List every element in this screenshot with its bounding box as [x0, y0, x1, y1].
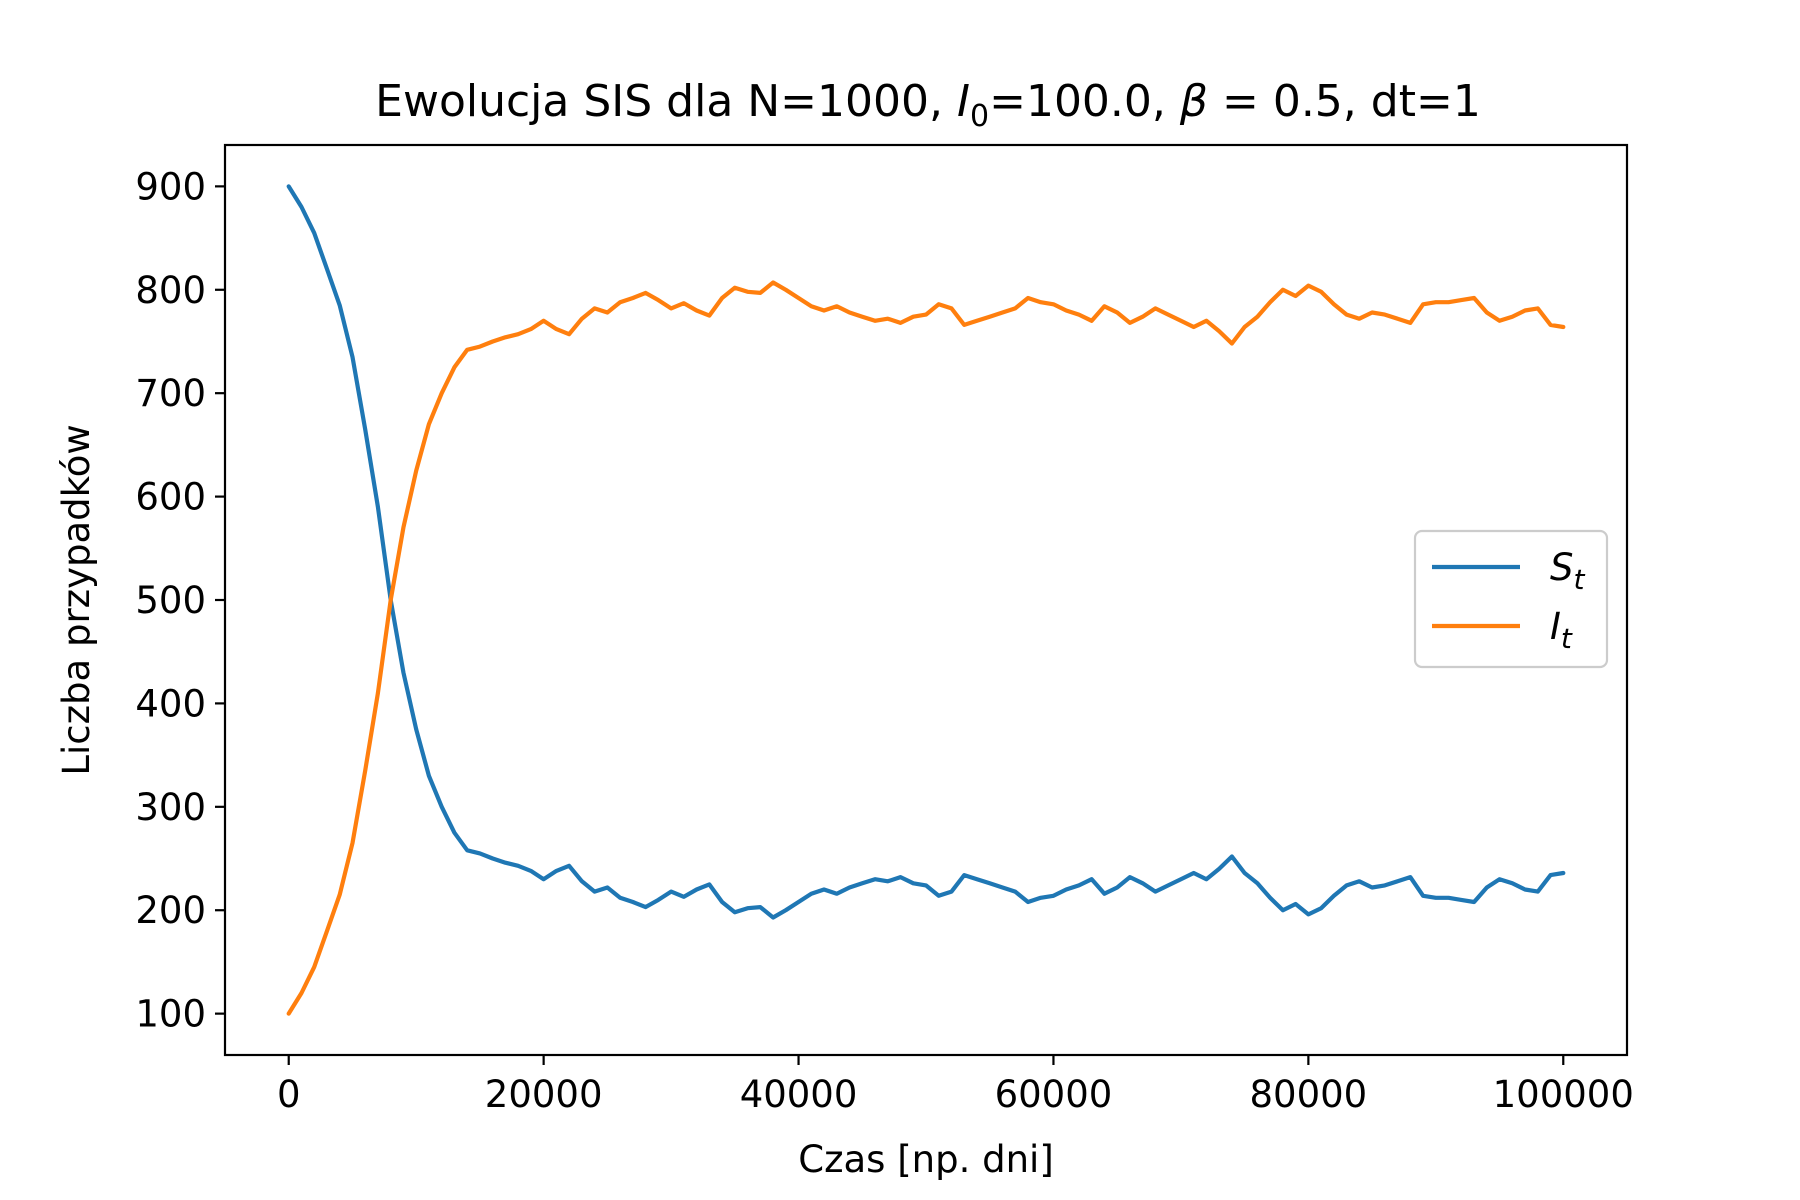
chart-title: Ewolucja SIS dla N=1000, I0=100.0, β = 0…	[375, 76, 1481, 134]
legend-i-symbol: I	[1550, 605, 1561, 648]
plot-lines	[286, 184, 1566, 1016]
y-tick-label: 900	[135, 165, 206, 208]
y-axis-ticks: 100 200 300 400 500 600 700 800 900	[135, 165, 225, 1036]
series-line-i	[286, 280, 1566, 1016]
y-tick-label: 400	[135, 682, 206, 725]
title-i0-value: =100.0,	[989, 76, 1180, 127]
y-tick-label: 800	[135, 269, 206, 312]
title-beta-symbol: β	[1179, 76, 1208, 127]
title-i0-subscript: 0	[970, 99, 989, 134]
x-tick-label: 60000	[995, 1073, 1113, 1116]
y-tick-label: 700	[135, 372, 206, 415]
title-prefix: Ewolucja SIS dla N=1000,	[375, 76, 957, 127]
y-tick-label: 300	[135, 786, 206, 829]
legend-label-s: St	[1550, 546, 1586, 596]
series-line-s	[286, 184, 1566, 920]
legend: St It	[1413, 529, 1609, 669]
x-tick-label: 80000	[1250, 1073, 1368, 1116]
x-tick-label: 0	[277, 1073, 301, 1116]
x-axis-label: Czas [np. dni]	[798, 1138, 1054, 1181]
title-beta-value: = 0.5, dt=1	[1208, 76, 1481, 127]
x-tick-label: 100000	[1493, 1073, 1634, 1116]
x-tick-label: 40000	[740, 1073, 858, 1116]
legend-label-i: It	[1550, 605, 1573, 655]
y-tick-label: 600	[135, 476, 206, 519]
legend-s-subscript: t	[1574, 563, 1586, 596]
title-i0-symbol: I	[957, 76, 970, 127]
legend-i-subscript: t	[1561, 622, 1573, 655]
y-tick-label: 500	[135, 579, 206, 622]
x-axis-ticks: 0 20000 40000 60000 80000 100000	[277, 1055, 1634, 1116]
x-tick-label: 20000	[485, 1073, 603, 1116]
legend-box	[1413, 529, 1609, 669]
legend-s-symbol: S	[1550, 546, 1574, 589]
y-tick-label: 200	[135, 889, 206, 932]
y-axis-label: Liczba przypadków	[55, 424, 98, 775]
y-tick-label: 100	[135, 993, 206, 1036]
